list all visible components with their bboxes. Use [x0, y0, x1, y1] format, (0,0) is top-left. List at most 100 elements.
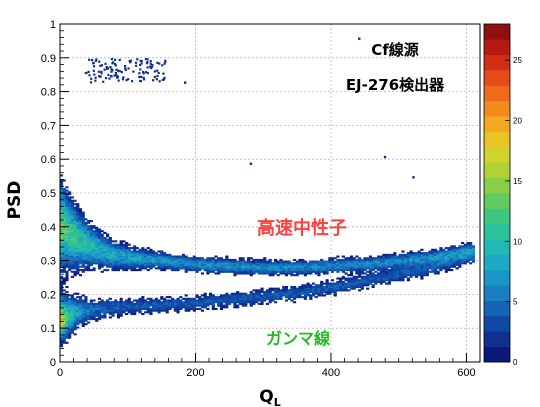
heatmap-cell: [141, 296, 145, 299]
heatmap-cell: [241, 257, 245, 260]
heatmap-cell: [84, 253, 88, 256]
heatmap-cell: [330, 287, 335, 290]
heatmap-cell: [116, 301, 121, 304]
heatmap-cell: [135, 263, 139, 267]
heatmap-cell: [452, 260, 457, 263]
heatmap-cell: [92, 253, 96, 256]
heatmap-cell: [84, 245, 88, 248]
heatmap-cell: [146, 71, 149, 75]
heatmap-cell: [200, 304, 205, 307]
heatmap-cell: [401, 263, 405, 267]
heatmap-cell: [119, 265, 123, 268]
heatmap-cell: [192, 301, 196, 304]
heatmap-cell: [116, 314, 121, 317]
heatmap-cell: [154, 307, 158, 311]
heatmap-cell: [309, 287, 313, 290]
heatmap-cell: [336, 267, 340, 270]
heatmap-cell: [385, 262, 389, 265]
heatmap-cell: [271, 292, 275, 295]
heatmap-cell: [236, 301, 240, 304]
heatmap-cell: [157, 71, 160, 75]
y-tick-label: 0.1: [41, 323, 56, 335]
heatmap-cell: [233, 299, 237, 302]
heatmap-cell: [306, 265, 310, 268]
heatmap-cell: [265, 292, 270, 295]
heatmap-cell: [60, 231, 64, 234]
heatmap-cell: [162, 258, 167, 261]
heatmap-cell: [62, 323, 66, 326]
heatmap-cell: [176, 304, 180, 307]
heatmap-cell: [423, 253, 427, 256]
heatmap-cell: [374, 270, 378, 273]
heatmap-cell: [187, 262, 191, 265]
heatmap-cell: [100, 270, 104, 273]
heatmap-cell: [138, 304, 142, 307]
heatmap-cell: [70, 304, 74, 307]
heatmap-cell: [70, 248, 74, 251]
heatmap-cell: [65, 245, 69, 248]
heatmap-cell: [108, 257, 112, 260]
heatmap-cell: [420, 258, 424, 261]
heatmap-cell: [442, 260, 446, 263]
heatmap-cell: [149, 253, 153, 256]
heatmap-cell: [73, 225, 77, 228]
heatmap-cell: [179, 258, 183, 261]
heatmap-cell: [230, 270, 234, 273]
heatmap-cell: [320, 284, 324, 287]
heatmap-cell: [341, 260, 345, 263]
heatmap-cell: [95, 257, 99, 260]
heatmap-cell: [211, 262, 215, 265]
heatmap-cell: [165, 265, 169, 268]
heatmap-cell: [108, 309, 112, 312]
heatmap-cell: [423, 260, 427, 263]
heatmap-cell: [62, 206, 66, 209]
heatmap-cell: [352, 285, 356, 289]
heatmap-cell: [290, 262, 294, 265]
heatmap-cell: [114, 240, 118, 243]
heatmap-cell: [106, 242, 110, 245]
heatmap-cell: [60, 245, 64, 248]
heatmap-cell: [81, 255, 85, 258]
heatmap-cell: [144, 252, 148, 255]
heatmap-cell: [293, 269, 297, 272]
heatmap-cell: [70, 199, 74, 202]
heatmap-cell: [65, 203, 69, 206]
heatmap-cell: [60, 211, 64, 214]
heatmap-cell: [68, 240, 72, 243]
heatmap-cell: [168, 301, 172, 304]
heatmap-cell: [309, 285, 313, 289]
heatmap-cell: [241, 296, 245, 299]
heatmap-cell: [162, 263, 167, 267]
heatmap-cell: [252, 258, 256, 261]
heatmap-cell: [73, 311, 77, 314]
heatmap-cell: [76, 306, 80, 309]
heatmap-cell: [336, 280, 340, 283]
heatmap-cell: [146, 252, 150, 255]
heatmap-cell: [393, 275, 397, 278]
heatmap-cell: [352, 263, 356, 267]
heatmap-cell: [187, 299, 191, 302]
heatmap-cell: [344, 289, 348, 292]
heatmap-cell: [195, 260, 199, 263]
heatmap-cell: [100, 265, 104, 268]
heatmap-cell: [463, 243, 467, 246]
heatmap-cell: [62, 294, 66, 297]
heatmap-cell: [198, 296, 202, 299]
heatmap-cell: [62, 279, 66, 282]
heatmap-cell: [60, 226, 64, 229]
heatmap-cell: [306, 282, 310, 285]
heatmap-cell: [298, 263, 302, 267]
heatmap-cell: [65, 265, 69, 268]
heatmap-cell: [133, 304, 137, 307]
heatmap-cell: [238, 297, 242, 300]
heatmap-cell: [138, 311, 142, 314]
heatmap-cell: [68, 294, 72, 297]
heatmap-cell: [209, 267, 213, 270]
heatmap-cell: [142, 76, 145, 79]
heatmap-cell: [78, 220, 83, 223]
heatmap-cell: [317, 267, 321, 270]
heatmap-cell: [412, 263, 416, 267]
heatmap-cell: [303, 289, 307, 292]
heatmap-cell: [347, 258, 351, 261]
heatmap-cell: [309, 263, 313, 267]
